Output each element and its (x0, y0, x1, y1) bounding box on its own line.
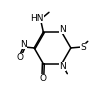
Text: S: S (80, 43, 86, 52)
Text: O: O (39, 74, 46, 83)
Text: O: O (17, 53, 24, 62)
Text: HN: HN (30, 14, 44, 23)
Text: N: N (20, 40, 27, 49)
Text: N: N (59, 62, 66, 71)
Text: N: N (59, 25, 66, 34)
